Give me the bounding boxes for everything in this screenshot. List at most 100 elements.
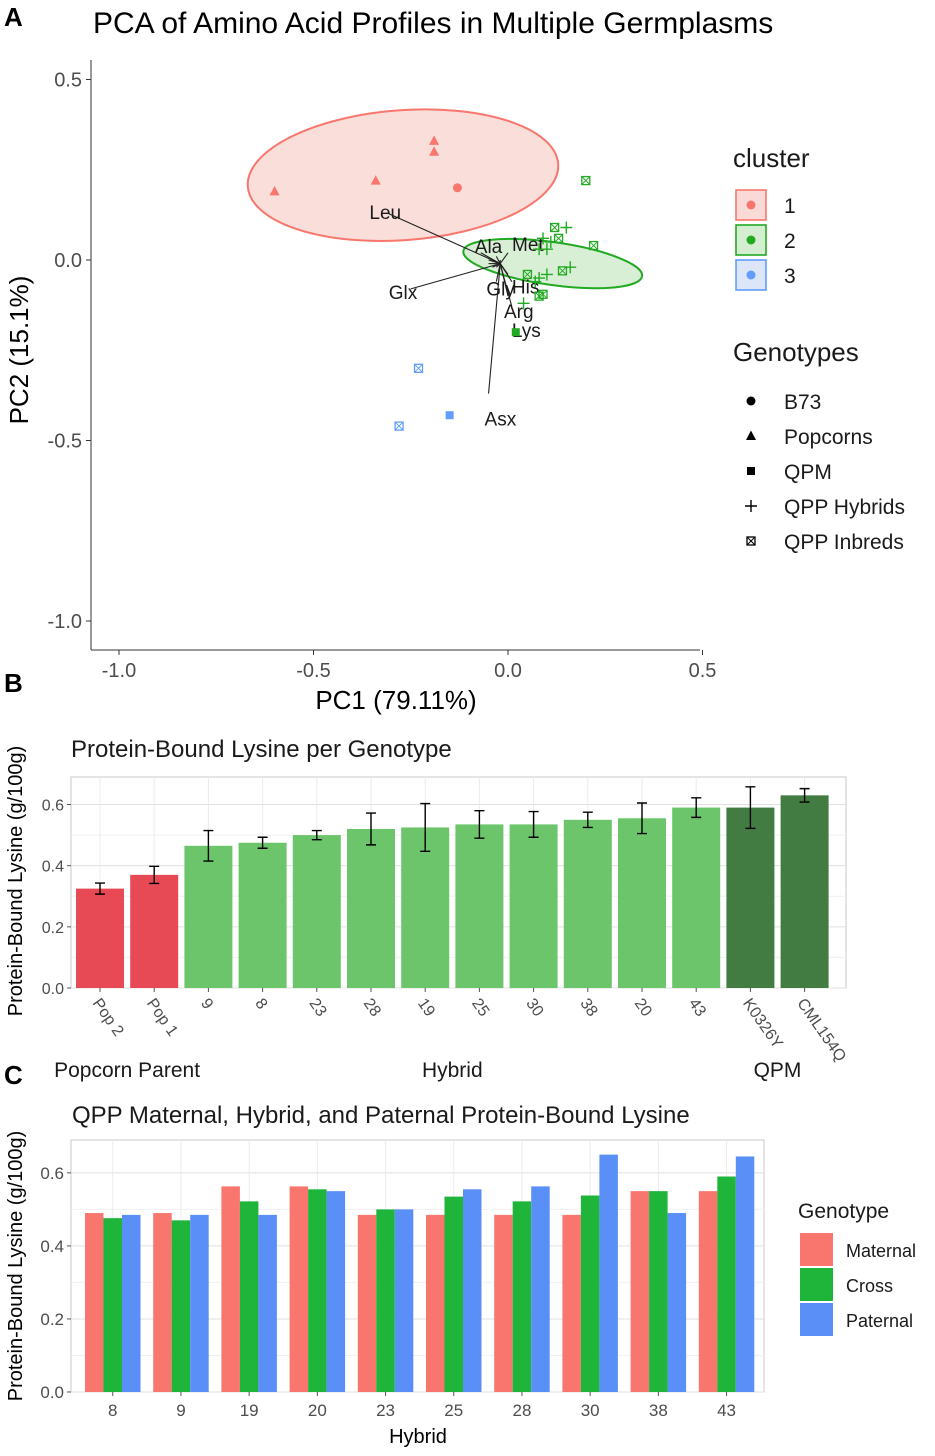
qpp-bar-paternal xyxy=(667,1213,687,1392)
pca-point xyxy=(522,269,533,280)
loading-label: Lys xyxy=(512,321,541,342)
pca-point-mark xyxy=(557,266,568,276)
qpp-bar-paternal xyxy=(190,1214,209,1392)
qpp-bar-paternal xyxy=(258,1214,277,1392)
genotype-legend-label: Popcorns xyxy=(784,426,873,449)
qpp-title: QPP Maternal, Hybrid, and Paternal Prote… xyxy=(72,1102,690,1129)
pca-point-mark xyxy=(445,411,454,420)
qpp-legend-key xyxy=(800,1233,833,1266)
lysine-bars xyxy=(76,786,829,988)
panel-label-a: A xyxy=(4,2,23,32)
lysine-x-tick-label: 8 xyxy=(251,996,270,1013)
pca-point-mark xyxy=(429,146,440,156)
genotype-legend-symbol xyxy=(746,430,756,440)
pca-point-mark xyxy=(517,297,530,310)
qpp-y-tick-label: 0.6 xyxy=(40,1164,64,1183)
lysine-error-bar xyxy=(637,802,647,835)
lysine-y-tick-label: 0.2 xyxy=(42,920,64,937)
loading-label: Leu xyxy=(369,203,401,224)
pca-point-cross xyxy=(581,176,591,185)
pca-point-cross xyxy=(523,270,532,279)
qpp-bars xyxy=(85,1154,755,1392)
loading-arrow xyxy=(480,252,501,265)
pca-point-mark xyxy=(544,235,557,248)
loading-arrow xyxy=(488,263,501,394)
genotype-legend-symbol-mark xyxy=(745,500,757,512)
lysine-y-tick-label: 0.6 xyxy=(42,798,64,815)
pca-point-cross xyxy=(538,289,548,299)
loading-label: Gly xyxy=(486,280,515,301)
pca-point-mark xyxy=(564,261,577,274)
pca-point xyxy=(540,268,553,281)
lysine-bar xyxy=(184,845,233,988)
qpp-bar-cross xyxy=(512,1201,532,1392)
lysine-bar xyxy=(76,888,124,988)
loading-label: Met xyxy=(512,235,544,256)
qpp-y-tick-label: 0.2 xyxy=(40,1310,64,1329)
pca-point-mark xyxy=(522,269,533,280)
pca-point-cross xyxy=(589,241,598,250)
qpp-y-axis-title: Protein-Bound Lysine (g/100g) xyxy=(5,1131,27,1402)
qpp-bar-cross xyxy=(239,1201,259,1392)
pca-point-mark xyxy=(413,363,424,373)
pca-point-mark xyxy=(553,233,564,243)
pca-point-cross xyxy=(558,266,567,276)
lysine-bar xyxy=(347,828,395,988)
genotype-legend-symbol xyxy=(747,467,755,475)
qpp-legend-label: Paternal xyxy=(846,1311,913,1331)
qpp-bar-paternal xyxy=(463,1189,482,1392)
cluster-legend: cluster 1 2 3 xyxy=(733,143,810,291)
pca-y-tick-label: 0.5 xyxy=(54,70,82,92)
lysine-x-tick-label: 28 xyxy=(360,996,384,1020)
lysine-bar xyxy=(780,795,829,988)
pca-point xyxy=(538,289,548,299)
pca-point xyxy=(445,411,454,420)
qpp-bar-cross xyxy=(171,1220,191,1392)
pca-x-axis-title: PC1 (79.11%) xyxy=(315,685,476,715)
lysine-error-bar xyxy=(257,836,268,849)
lysine-x-tick-label: 23 xyxy=(306,996,330,1020)
genotype-legend: Genotypes B73 Popcorns QPM QPP Hybrids QPP I… xyxy=(733,337,905,554)
qpp-legend-label: Maternal xyxy=(846,1241,916,1261)
lysine-bar xyxy=(401,827,450,988)
qpp-legend-key xyxy=(800,1303,833,1336)
lysine-error-bar xyxy=(149,865,160,885)
genotype-legend-symbol-mark xyxy=(746,430,756,440)
qpp-bar-maternal xyxy=(630,1191,650,1392)
lysine-group-label: QPM xyxy=(754,1059,802,1082)
qpp-x-tick-label: 20 xyxy=(308,1401,327,1420)
pca-y-tick-label: -1.0 xyxy=(48,611,82,633)
lysine-x-tick-label: 38 xyxy=(577,996,601,1020)
pca-point-mark xyxy=(538,289,548,299)
qpp-bar-paternal xyxy=(531,1186,550,1392)
lysine-y-tick-label: 0.4 xyxy=(42,859,64,876)
cluster-legend-dot xyxy=(746,200,756,210)
genotype-legend-symbol-mark xyxy=(746,396,756,406)
pca-point xyxy=(540,243,553,256)
lysine-error-bar xyxy=(799,787,810,803)
pca-point-mark xyxy=(370,175,381,185)
lysine-bar xyxy=(292,835,341,988)
pca-point xyxy=(553,233,564,243)
pca-ellipses xyxy=(246,108,644,290)
pca-point xyxy=(564,261,577,274)
genotype-legend-title: Genotypes xyxy=(733,337,859,367)
lysine-x-tick-label: 30 xyxy=(522,996,546,1020)
lysine-error-bar xyxy=(745,786,756,830)
qpp-bar-paternal xyxy=(735,1156,755,1392)
pca-x-tick-label: 0.0 xyxy=(494,660,522,682)
pca-point xyxy=(429,135,440,145)
qpp-x-tick-label: 9 xyxy=(176,1401,185,1420)
pca-point-mark xyxy=(511,328,520,337)
pca-y-axis-title: PC2 (15.1%) xyxy=(4,276,34,425)
lysine-bar xyxy=(509,824,558,988)
qpp-bar-maternal xyxy=(562,1214,581,1392)
qpp-y-tick-label: 0.4 xyxy=(40,1237,64,1256)
genotype-legend-label: QPP Inbreds xyxy=(784,531,904,554)
pca-point-mark xyxy=(581,175,591,186)
qpp-legend-label: Cross xyxy=(846,1276,893,1296)
lysine-error-bar xyxy=(474,809,485,839)
qpp-y-tick-label: 0.0 xyxy=(40,1383,64,1402)
pca-point xyxy=(588,240,599,251)
